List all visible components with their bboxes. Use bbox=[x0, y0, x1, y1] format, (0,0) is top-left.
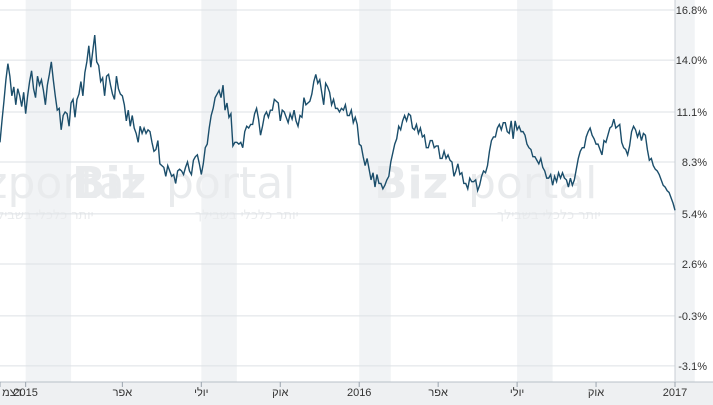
background-band bbox=[359, 0, 391, 382]
grid-lines bbox=[0, 9, 675, 367]
x-tick-label: אוק bbox=[588, 387, 604, 399]
x-tick-label: 2016 bbox=[347, 387, 371, 399]
y-tick-label: 16.8% bbox=[676, 5, 707, 17]
x-tick-label: אפר bbox=[113, 387, 133, 399]
background-band bbox=[201, 0, 237, 382]
svg-text:יותר כלכלי בשבילך: יותר כלכלי בשבילך bbox=[497, 208, 601, 223]
svg-text:Biz: Biz bbox=[72, 158, 146, 209]
y-axis: 16.8% 14.0% 11.1% 8.3% 5.4% 2.6% -0.3% -3.1% bbox=[674, 0, 708, 382]
svg-text:יותר כלכלי בשבילך: יותר כלכלי בשבילך bbox=[0, 208, 94, 223]
x-tick-label: אפר bbox=[428, 387, 448, 399]
y-tick-label: 14.0% bbox=[676, 55, 707, 67]
x-tick-label: 2015 bbox=[13, 387, 37, 399]
svg-text:portal: portal bbox=[468, 158, 597, 209]
x-tick-label: דצמ bbox=[2, 387, 22, 399]
background-band bbox=[517, 0, 553, 382]
y-tick-label: -3.1% bbox=[678, 361, 707, 373]
x-tick-label: 2017 bbox=[663, 387, 687, 399]
svg-text:יותר כלכלי בשבילך: יותר כלכלי בשבילך bbox=[195, 208, 299, 223]
x-tick-label: אוק bbox=[272, 387, 288, 399]
y-tick-label: 5.4% bbox=[682, 209, 707, 221]
y-tick-label: 2.6% bbox=[682, 259, 707, 271]
background-band bbox=[675, 0, 695, 382]
x-axis-strip bbox=[0, 382, 713, 405]
x-tick-label: יולי bbox=[194, 386, 208, 399]
background-band bbox=[25, 0, 72, 382]
alternating-background-bands bbox=[25, 0, 695, 382]
y-tick-label: 11.1% bbox=[677, 107, 708, 119]
svg-text:portal: portal bbox=[166, 158, 295, 209]
y-tick-label: -0.3% bbox=[678, 311, 707, 323]
series-line bbox=[0, 34, 676, 211]
svg-text:Biz: Biz bbox=[374, 158, 448, 209]
y-tick-label: 8.3% bbox=[682, 157, 707, 169]
x-tick-label: יולי bbox=[510, 386, 524, 399]
